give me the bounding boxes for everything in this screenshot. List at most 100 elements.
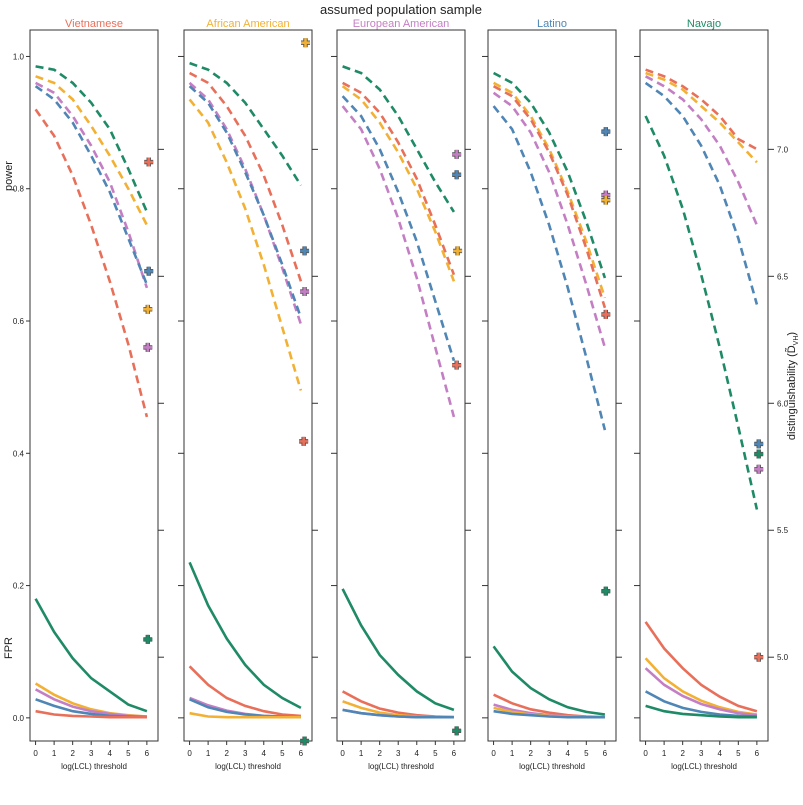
x-tick-label-african-american-2: 2 bbox=[224, 749, 229, 758]
dist-marker-latino-vietnamese bbox=[601, 309, 611, 319]
power-line-vietnamese-european-american bbox=[34, 81, 149, 289]
x-tick-label-latino-1: 1 bbox=[510, 749, 515, 758]
fpr-line-navajo-navajo bbox=[645, 704, 757, 719]
x-tick-label-latino-2: 2 bbox=[528, 749, 533, 758]
x-tick-label-european-american-5: 5 bbox=[433, 749, 438, 758]
power-line-latino-navajo bbox=[492, 71, 607, 279]
dist-marker-navajo-latino bbox=[754, 439, 764, 449]
power-line-navajo-latino bbox=[644, 81, 759, 305]
power-line-navajo-navajo bbox=[644, 115, 759, 510]
y-right-tick-label-5.0: 5.0 bbox=[777, 653, 789, 662]
fpr-line-african-american-navajo bbox=[188, 561, 302, 710]
dist-marker-vietnamese-european-american bbox=[143, 342, 153, 352]
power-line-vietnamese-african-american bbox=[35, 75, 149, 226]
x-tick-label-vietnamese-1: 1 bbox=[52, 749, 57, 758]
dist-marker-european-american-vietnamese bbox=[452, 360, 462, 370]
x-tick-label-navajo-5: 5 bbox=[736, 749, 741, 758]
fpr-line-european-american-latino bbox=[342, 708, 454, 719]
x-tick-label-european-american-2: 2 bbox=[377, 749, 382, 758]
x-tick-label-latino-5: 5 bbox=[584, 749, 589, 758]
dist-marker-vietnamese-vietnamese bbox=[144, 157, 154, 167]
x-axis-label-latino: log(LCL) threshold bbox=[519, 762, 585, 771]
dist-marker-navajo-vietnamese bbox=[754, 652, 764, 662]
y-left-tick-label-0.2: 0.2 bbox=[13, 582, 25, 591]
x-tick-label-european-american-6: 6 bbox=[452, 749, 457, 758]
panel-title-african-american: African American bbox=[206, 18, 289, 30]
power-line-african-american-european-american bbox=[188, 81, 303, 325]
fpr-line-navajo-vietnamese bbox=[644, 621, 758, 713]
panel-title-navajo: Navajo bbox=[687, 18, 721, 30]
y-left-tick-label-0.4: 0.4 bbox=[13, 449, 25, 458]
dist-marker-vietnamese-navajo bbox=[143, 634, 153, 644]
y-left-tick-label-0.8: 0.8 bbox=[13, 185, 25, 194]
fpr-line-european-american-navajo bbox=[341, 588, 455, 712]
x-tick-label-african-american-3: 3 bbox=[243, 749, 248, 758]
power-line-latino-latino bbox=[492, 105, 607, 431]
power-line-latino-vietnamese bbox=[492, 85, 607, 309]
panel-title-european-american: European American bbox=[353, 18, 450, 30]
x-tick-label-latino-0: 0 bbox=[491, 749, 496, 758]
dist-marker-african-american-vietnamese bbox=[299, 436, 309, 446]
x-tick-label-navajo-6: 6 bbox=[755, 749, 760, 758]
y-right-tick-label-6.5: 6.5 bbox=[777, 272, 789, 281]
dist-marker-vietnamese-latino bbox=[144, 266, 154, 276]
panel-frame-latino bbox=[487, 29, 617, 742]
x-tick-label-latino-3: 3 bbox=[547, 749, 552, 758]
x-tick-label-african-american-1: 1 bbox=[206, 749, 211, 758]
x-tick-label-vietnamese-3: 3 bbox=[89, 749, 94, 758]
power-line-european-american-navajo bbox=[342, 65, 456, 213]
power-line-european-american-vietnamese bbox=[341, 81, 456, 276]
power-line-latino-african-american bbox=[492, 81, 607, 299]
power-line-navajo-european-american bbox=[644, 75, 759, 226]
chart-title: assumed population sample bbox=[320, 2, 482, 17]
x-tick-label-latino-4: 4 bbox=[566, 749, 571, 758]
power-line-navajo-vietnamese bbox=[645, 68, 758, 151]
panel-title-vietnamese: Vietnamese bbox=[65, 18, 123, 30]
x-tick-label-latino-6: 6 bbox=[603, 749, 608, 758]
dist-marker-latino-latino bbox=[601, 127, 611, 137]
fpr-line-latino-navajo bbox=[492, 645, 606, 716]
x-tick-label-african-american-4: 4 bbox=[262, 749, 267, 758]
y-right-tick-label-7.0: 7.0 bbox=[777, 145, 789, 154]
fpr-line-african-american-african-american bbox=[189, 711, 301, 719]
power-line-european-american-african-american bbox=[341, 85, 456, 282]
dist-marker-african-american-latino bbox=[300, 246, 310, 256]
y-right-tick-label-6.0: 6.0 bbox=[777, 399, 789, 408]
dist-marker-european-american-navajo bbox=[452, 726, 462, 736]
panel-frame-european-american bbox=[336, 29, 466, 742]
x-tick-label-vietnamese-5: 5 bbox=[126, 749, 131, 758]
y-left-tick-label-0.0: 0.0 bbox=[13, 714, 25, 723]
y-left-tick-label-0.6: 0.6 bbox=[13, 317, 25, 326]
power-line-european-american-latino bbox=[341, 95, 456, 362]
power-line-african-american-navajo bbox=[189, 61, 303, 187]
x-tick-label-navajo-1: 1 bbox=[662, 749, 667, 758]
dist-marker-european-american-latino bbox=[452, 170, 462, 180]
x-tick-label-navajo-0: 0 bbox=[643, 749, 648, 758]
dist-marker-latino-navajo bbox=[601, 586, 611, 596]
panel-navajo: Navajo 0 1 2 3 4 5 6 log(LCL) threshold 5.0 5.5 6.0… bbox=[634, 18, 789, 771]
dist-marker-african-american-african-american bbox=[301, 38, 311, 48]
x-tick-label-european-american-3: 3 bbox=[396, 749, 401, 758]
x-tick-label-navajo-3: 3 bbox=[699, 749, 704, 758]
x-tick-label-european-american-0: 0 bbox=[340, 749, 345, 758]
y-label-fpr: FPR bbox=[3, 637, 15, 659]
fpr-line-african-american-vietnamese bbox=[188, 665, 301, 718]
panel-title-latino: Latino bbox=[537, 18, 567, 30]
power-line-african-american-african-american bbox=[188, 98, 303, 391]
power-line-vietnamese-navajo bbox=[35, 65, 149, 213]
x-axis-label-navajo: log(LCL) threshold bbox=[671, 762, 737, 771]
power-line-latino-european-american bbox=[492, 91, 607, 348]
dist-marker-african-american-european-american bbox=[300, 287, 310, 297]
panel-frame-vietnamese bbox=[29, 29, 159, 742]
dist-marker-african-american-navajo bbox=[300, 736, 310, 746]
panel-frame-african-american bbox=[183, 29, 313, 742]
dist-marker-navajo-navajo bbox=[754, 449, 764, 459]
x-tick-label-navajo-2: 2 bbox=[680, 749, 685, 758]
power-line-vietnamese-latino bbox=[34, 85, 149, 286]
power-line-vietnamese-vietnamese bbox=[34, 108, 149, 418]
fpr-line-navajo-european-american bbox=[644, 667, 758, 717]
x-tick-label-african-american-6: 6 bbox=[299, 749, 304, 758]
panel-latino: Latino 0 1 2 3 4 5 6 log(LCL) threshold bbox=[482, 18, 622, 771]
x-tick-label-vietnamese-0: 0 bbox=[33, 749, 38, 758]
dist-marker-navajo-european-american bbox=[754, 464, 764, 474]
